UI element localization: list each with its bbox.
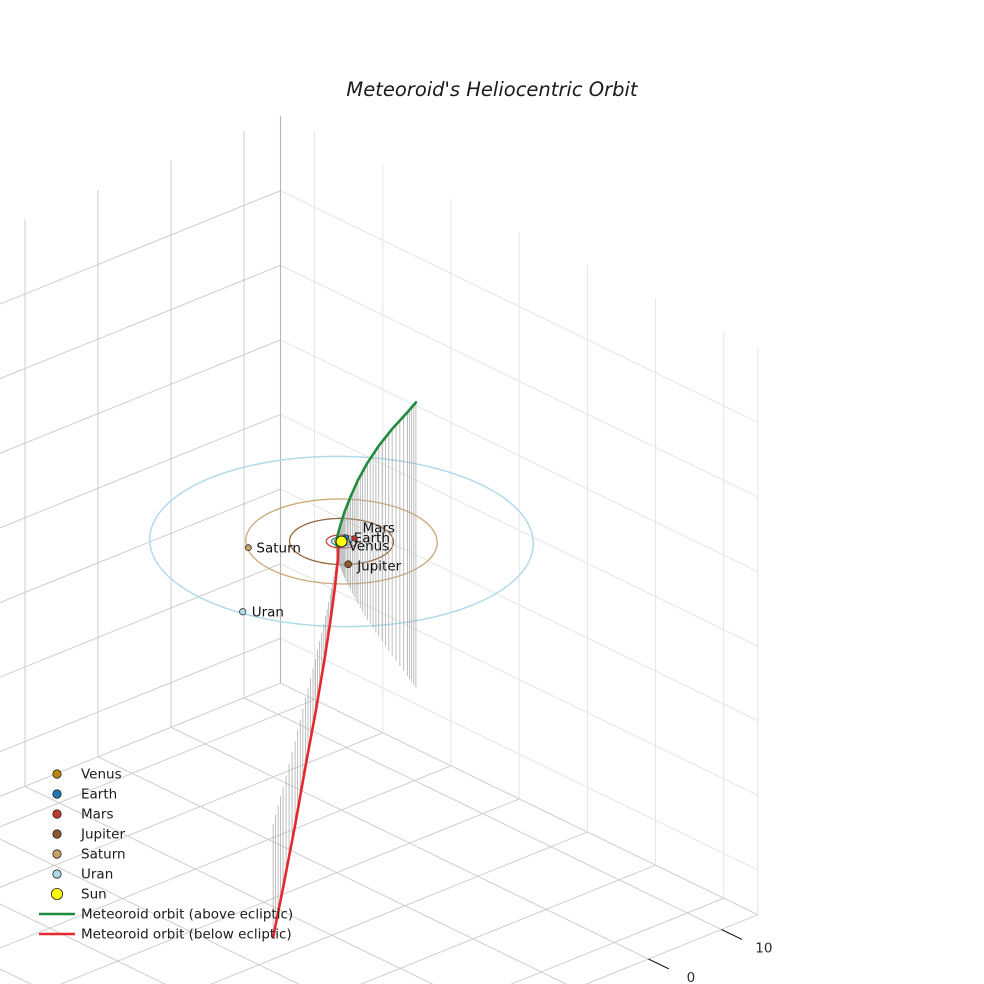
circle-marker-icon	[52, 769, 62, 779]
circle-marker-icon	[52, 789, 62, 799]
floor-grid-y	[24, 785, 434, 984]
legend-item-mars[interactable]: Mars	[52, 807, 114, 823]
legend-label: Meteoroid orbit (above ecliptic)	[81, 907, 293, 923]
leftwall-grid-z	[0, 563, 281, 678]
circle-marker-icon	[52, 829, 62, 839]
leftwall-grid-z	[0, 190, 281, 305]
circle-marker-icon	[52, 809, 62, 819]
planet-marker-mars	[351, 535, 358, 542]
circle-marker-icon	[52, 849, 62, 859]
legend-label: Uran	[81, 867, 113, 883]
orbit-ellipse-saturn	[245, 498, 438, 585]
legend-item-saturn[interactable]: Saturn	[52, 847, 126, 863]
planet-label-uran: Uran	[252, 605, 284, 621]
floor-grid-y	[0, 903, 166, 984]
y-tick-label: 10	[755, 940, 772, 956]
axes-3d-box: −30−20−100102030−20−10010203040−50−40−30…	[0, 116, 772, 984]
legend-item-meteoroid-orbit-above-ecliptic[interactable]: Meteoroid orbit (above ecliptic)	[39, 907, 293, 923]
planet-label-jupiter: Jupiter	[356, 558, 401, 574]
legend-label: Meteoroid orbit (below ecliptic)	[81, 927, 292, 943]
legend-label: Earth	[81, 787, 117, 803]
planet-marker-jupiter	[344, 560, 353, 569]
page-title: Meteoroid's Heliocentric Orbit	[346, 78, 639, 101]
backwall-grid-z	[280, 339, 759, 573]
legend-label: Jupiter	[80, 827, 125, 843]
backwall-grid-z	[280, 637, 759, 871]
floor-grid-y	[170, 726, 649, 960]
legend-label: Venus	[81, 767, 122, 783]
planet-label-earth: Earth	[354, 531, 390, 547]
y-tick-mark	[648, 958, 670, 970]
leftwall-grid-z	[0, 339, 281, 454]
leftwall-grid-z	[0, 414, 281, 529]
floor-grid-y	[243, 697, 722, 930]
legend-label: Saturn	[81, 847, 126, 863]
legend-item-meteoroid-orbit-below-ecliptic[interactable]: Meteoroid orbit (below ecliptic)	[39, 927, 292, 943]
orbit-ellipse-uran	[148, 455, 535, 628]
planet-marker-saturn	[245, 544, 252, 551]
circle-marker-icon	[52, 869, 62, 879]
legend-item-sun[interactable]: Sun	[51, 887, 107, 903]
legend-item-venus[interactable]: Venus	[52, 767, 122, 783]
planet-label-venus: Venus	[349, 539, 390, 555]
y-tick-mark	[721, 929, 743, 940]
legend-label: Sun	[81, 887, 107, 903]
floor-grid-x	[510, 897, 724, 984]
planet-label-saturn: Saturn	[256, 541, 301, 557]
floor-grid-y	[97, 756, 568, 984]
floor-grid-y	[0, 838, 300, 984]
legend[interactable]: Venus Earth Mars Jupiter Saturn Uran Sun Meteor…	[39, 767, 293, 943]
legend-item-earth[interactable]: Earth	[52, 787, 117, 803]
legend-item-jupiter[interactable]: Jupiter	[52, 827, 126, 843]
backwall-grid-z	[280, 190, 759, 423]
legend-item-uran[interactable]: Uran	[52, 867, 113, 883]
planet-label-mars: Mars	[363, 520, 396, 536]
legend-label: Mars	[81, 807, 114, 823]
planet-marker-sun	[335, 535, 348, 548]
leftwall-grid-z	[0, 264, 281, 380]
trajectory-below-ecliptic	[271, 542, 340, 939]
circle-marker-icon	[51, 888, 64, 901]
leftwall-grid-z	[0, 637, 281, 753]
y-tick-label: 0	[687, 970, 696, 984]
planet-marker-uran	[239, 608, 247, 616]
leftwall-grid-z	[0, 488, 281, 603]
backwall-grid-z	[280, 414, 759, 647]
backwall-grid-z	[280, 264, 759, 498]
